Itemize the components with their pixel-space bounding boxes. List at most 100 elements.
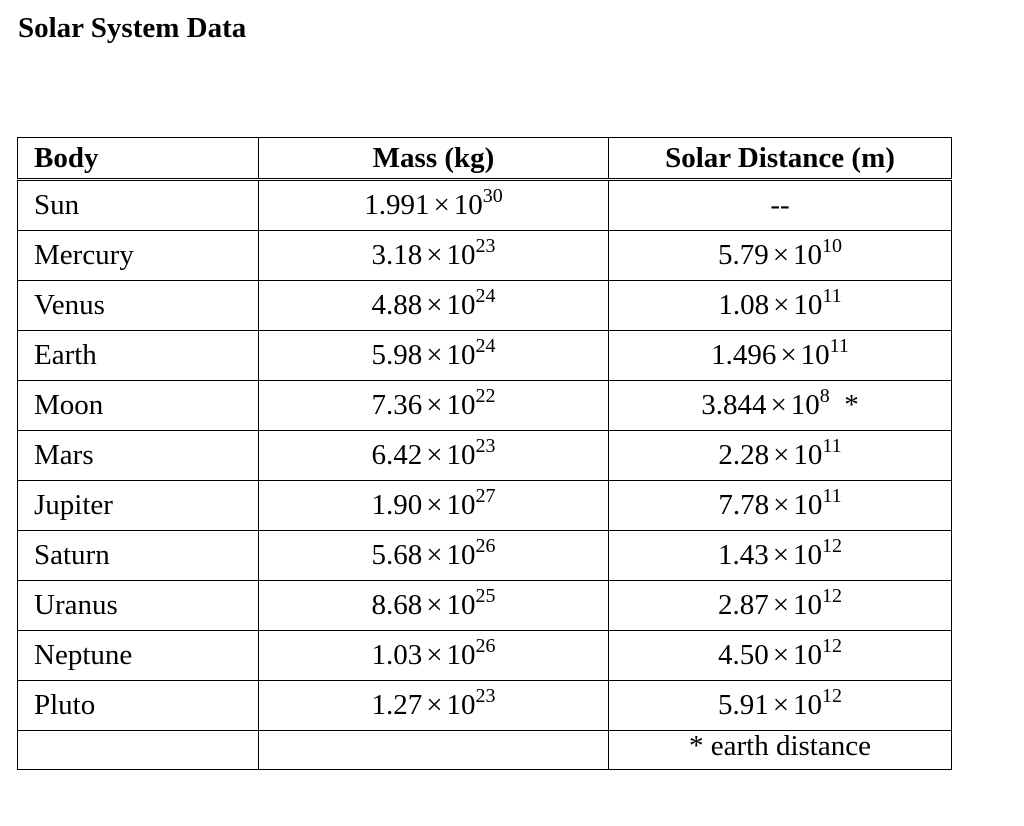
exponent: 23 [475, 685, 496, 707]
base: 10 [793, 539, 823, 571]
scientific-value: 2.28 × 1011 [718, 436, 841, 471]
mantissa: 5.79 [717, 239, 769, 271]
scientific-value: 3.18 × 1023 [371, 236, 495, 271]
mantissa: 2.28 [718, 439, 770, 471]
scientific-value: 1.43 × 1012 [717, 536, 842, 571]
times-symbol: × [426, 539, 443, 571]
times-symbol: × [772, 239, 790, 271]
table-row: Venus 4.88 × 1024 1.08 × 1011 [17, 280, 952, 331]
base: 10 [446, 489, 476, 521]
base: 10 [800, 339, 830, 371]
times-symbol: × [426, 289, 443, 321]
mass-cell: 1.90 × 1027 [258, 480, 609, 531]
table-row: Neptune 1.03 × 1026 4.50 × 1012 [17, 630, 952, 681]
mass-cell: 1.03 × 1026 [258, 630, 609, 681]
exponent: 27 [475, 485, 496, 507]
exponent: 11 [822, 435, 842, 457]
scientific-value: 5.91 × 1012 [717, 686, 842, 721]
mass-cell: 1.991 × 1030 [258, 179, 609, 231]
mass-cell: 5.68 × 1026 [258, 530, 609, 581]
distance-cell: 3.844 × 108 * [608, 380, 952, 431]
footnote-text: * earth distance [608, 730, 952, 770]
footnote-marker: * [844, 389, 859, 421]
distance-cell: -- [608, 179, 952, 231]
mantissa: 8.68 [371, 589, 423, 621]
exponent: 11 [829, 335, 849, 357]
base: 10 [446, 639, 476, 671]
mantissa: 5.91 [717, 689, 769, 721]
distance-cell: 1.08 × 1011 [608, 280, 952, 331]
times-symbol: × [426, 639, 443, 671]
table-row: Jupiter 1.90 × 1027 7.78 × 1011 [17, 480, 952, 531]
base: 10 [446, 239, 476, 271]
mantissa: 3.18 [371, 239, 423, 271]
table-row: Moon 7.36 × 1022 3.844 × 108 * [17, 380, 952, 431]
base: 10 [790, 389, 820, 421]
mantissa: 1.27 [371, 689, 423, 721]
scientific-value: 3.844 × 108 * [701, 386, 859, 421]
scientific-value: 5.98 × 1024 [371, 336, 495, 371]
base: 10 [793, 589, 823, 621]
mass-cell: 8.68 × 1025 [258, 580, 609, 631]
base: 10 [446, 339, 476, 371]
distance-cell: 4.50 × 1012 [608, 630, 952, 681]
page-title: Solar System Data [18, 12, 247, 44]
mass-cell: 3.18 × 1023 [258, 230, 609, 281]
exponent: 12 [822, 635, 843, 657]
scientific-value: 1.27 × 1023 [371, 686, 495, 721]
times-symbol: × [426, 489, 443, 521]
times-symbol: × [426, 439, 443, 471]
base: 10 [446, 539, 476, 571]
base: 10 [446, 689, 476, 721]
scientific-value: 6.42 × 1023 [371, 436, 495, 471]
mantissa: 7.36 [371, 389, 423, 421]
mantissa: 1.496 [711, 339, 777, 371]
times-symbol: × [426, 589, 443, 621]
scientific-value: 1.08 × 1011 [718, 286, 841, 321]
body-name-cell: Earth [17, 330, 259, 381]
distance-cell: 5.91 × 1012 [608, 680, 952, 731]
times-symbol: × [426, 689, 443, 721]
times-symbol: × [772, 539, 790, 571]
times-symbol: × [770, 389, 787, 421]
mantissa: 3.844 [701, 389, 767, 421]
scientific-value: 1.496 × 1011 [711, 336, 849, 371]
exponent: 26 [475, 635, 496, 657]
mantissa: 1.43 [717, 539, 769, 571]
exponent: 11 [822, 285, 842, 307]
scientific-value: 4.50 × 1012 [718, 636, 842, 671]
scientific-value: 7.78 × 1011 [718, 486, 841, 521]
times-symbol: × [772, 589, 790, 621]
scientific-value: 1.03 × 1026 [371, 636, 495, 671]
base: 10 [793, 639, 823, 671]
column-header-distance: Solar Distance (m) [608, 137, 952, 181]
exponent: 24 [475, 335, 496, 357]
body-name-cell: Saturn [17, 530, 259, 581]
base: 10 [446, 589, 476, 621]
mass-cell: 1.27 × 1023 [258, 680, 609, 731]
value-text: -- [770, 189, 790, 221]
exponent: 23 [475, 235, 496, 257]
base: 10 [446, 439, 476, 471]
column-header-mass: Mass (kg) [258, 137, 609, 181]
base: 10 [446, 389, 476, 421]
mantissa: 7.78 [718, 489, 770, 521]
exponent: 22 [475, 385, 496, 407]
table-row: Earth 5.98 × 1024 1.496 × 1011 [17, 330, 952, 381]
base: 10 [453, 189, 483, 221]
solar-data-table: Body Mass (kg) Solar Distance (m) Sun 1.9… [17, 137, 952, 770]
distance-cell: 1.496 × 1011 [608, 330, 952, 381]
table-row: Mercury 3.18 × 1023 5.79 × 1010 [17, 230, 952, 281]
scientific-value: 1.90 × 1027 [371, 486, 495, 521]
table-row: Mars 6.42 × 1023 2.28 × 1011 [17, 430, 952, 481]
scientific-value: 2.87 × 1012 [718, 586, 842, 621]
times-symbol: × [426, 339, 443, 371]
empty-cell [17, 730, 259, 770]
mantissa: 1.991 [364, 189, 430, 221]
times-symbol: × [433, 189, 450, 221]
body-name-cell: Sun [17, 179, 259, 231]
mantissa: 6.42 [371, 439, 423, 471]
exponent: 26 [475, 535, 496, 557]
distance-cell: 5.79 × 1010 [608, 230, 952, 281]
body-name-cell: Venus [17, 280, 259, 331]
